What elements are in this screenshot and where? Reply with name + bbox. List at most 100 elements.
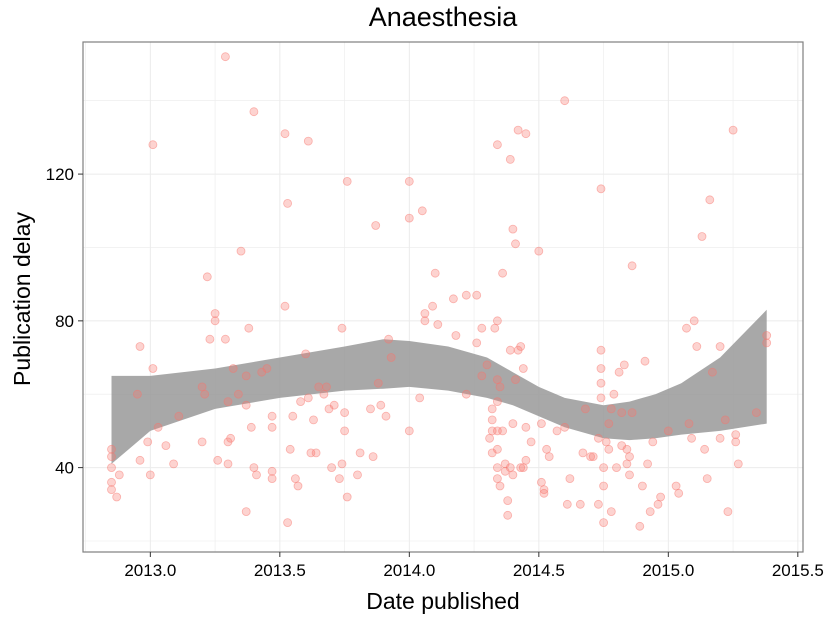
data-point bbox=[107, 485, 116, 495]
data-point bbox=[586, 452, 595, 462]
data-point bbox=[301, 349, 311, 359]
data-point bbox=[552, 426, 562, 436]
data-point bbox=[492, 140, 502, 150]
data-point bbox=[303, 393, 313, 403]
data-point bbox=[210, 316, 220, 326]
data-point bbox=[521, 422, 531, 432]
data-point bbox=[723, 507, 733, 517]
data-point bbox=[599, 481, 608, 491]
data-point bbox=[482, 360, 492, 370]
data-point bbox=[511, 375, 520, 385]
data-point bbox=[614, 367, 624, 377]
x-tick-label: 2014.5 bbox=[513, 561, 565, 580]
data-point bbox=[433, 320, 443, 329]
data-point bbox=[246, 422, 256, 432]
data-point bbox=[575, 499, 585, 509]
data-point bbox=[135, 455, 145, 465]
data-point bbox=[404, 213, 414, 223]
data-point bbox=[210, 309, 220, 318]
data-point bbox=[588, 452, 598, 462]
data-point bbox=[373, 378, 383, 388]
data-point bbox=[487, 404, 497, 414]
data-point bbox=[415, 393, 425, 403]
data-point bbox=[645, 507, 655, 517]
data-point bbox=[715, 342, 725, 351]
data-point bbox=[228, 364, 238, 373]
data-point bbox=[114, 470, 124, 480]
data-point bbox=[340, 426, 350, 436]
data-point bbox=[612, 463, 621, 473]
data-point bbox=[562, 499, 572, 509]
smooth-confidence-band bbox=[111, 309, 767, 464]
data-point bbox=[309, 415, 318, 425]
data-point bbox=[174, 411, 184, 421]
data-point bbox=[296, 397, 306, 407]
data-point bbox=[625, 452, 634, 462]
data-point bbox=[578, 448, 588, 458]
data-point bbox=[653, 499, 663, 509]
data-point bbox=[505, 345, 515, 355]
data-point bbox=[205, 334, 215, 344]
data-point bbox=[267, 411, 277, 421]
x-tick-label: 2013.5 bbox=[254, 561, 306, 580]
data-point bbox=[627, 408, 637, 418]
data-point bbox=[342, 492, 352, 502]
data-point bbox=[337, 323, 347, 333]
data-point bbox=[682, 323, 691, 333]
y-tick-label: 40 bbox=[55, 459, 74, 478]
data-point bbox=[518, 364, 528, 373]
data-point bbox=[604, 419, 614, 429]
data-point bbox=[220, 334, 230, 344]
panel-border bbox=[82, 41, 804, 553]
data-point bbox=[505, 154, 515, 164]
data-point bbox=[420, 309, 430, 318]
data-point bbox=[161, 441, 171, 451]
data-point bbox=[596, 184, 606, 194]
data-point bbox=[492, 397, 502, 407]
data-point bbox=[495, 481, 505, 491]
data-point bbox=[226, 433, 236, 443]
data-point bbox=[153, 422, 163, 432]
data-point bbox=[643, 459, 652, 469]
data-points-layer bbox=[107, 52, 772, 531]
data-point bbox=[340, 408, 350, 418]
x-tick-label: 2015.5 bbox=[772, 561, 824, 580]
data-point bbox=[498, 268, 508, 278]
data-point bbox=[708, 367, 717, 377]
data-point bbox=[565, 474, 575, 484]
data-point bbox=[490, 323, 500, 333]
data-point bbox=[280, 301, 290, 311]
data-point bbox=[656, 492, 665, 502]
data-point bbox=[244, 323, 254, 333]
data-point bbox=[448, 294, 458, 304]
data-point bbox=[197, 437, 207, 447]
data-point bbox=[267, 466, 277, 476]
data-point bbox=[606, 404, 616, 414]
data-point bbox=[544, 452, 554, 462]
data-point bbox=[417, 206, 427, 216]
data-point bbox=[241, 507, 251, 517]
data-point bbox=[692, 342, 702, 351]
data-point bbox=[477, 371, 487, 381]
data-point bbox=[542, 444, 551, 454]
data-point bbox=[376, 400, 386, 410]
data-point bbox=[236, 246, 246, 256]
data-point bbox=[539, 488, 549, 498]
data-point bbox=[492, 474, 502, 484]
data-point bbox=[267, 422, 277, 432]
y-tick-label: 80 bbox=[55, 312, 74, 331]
data-point bbox=[700, 444, 709, 454]
data-point bbox=[596, 345, 606, 355]
data-point bbox=[596, 393, 606, 403]
data-point bbox=[581, 404, 590, 414]
data-point bbox=[594, 433, 603, 443]
data-point bbox=[617, 408, 627, 418]
data-point bbox=[697, 232, 707, 241]
y-axis-label: Publication delay bbox=[9, 212, 35, 386]
x-tick-label: 2014.0 bbox=[383, 561, 435, 580]
data-point bbox=[521, 455, 531, 465]
data-point bbox=[461, 290, 471, 300]
data-point bbox=[249, 107, 259, 117]
data-point bbox=[498, 426, 508, 436]
data-point bbox=[319, 389, 329, 399]
